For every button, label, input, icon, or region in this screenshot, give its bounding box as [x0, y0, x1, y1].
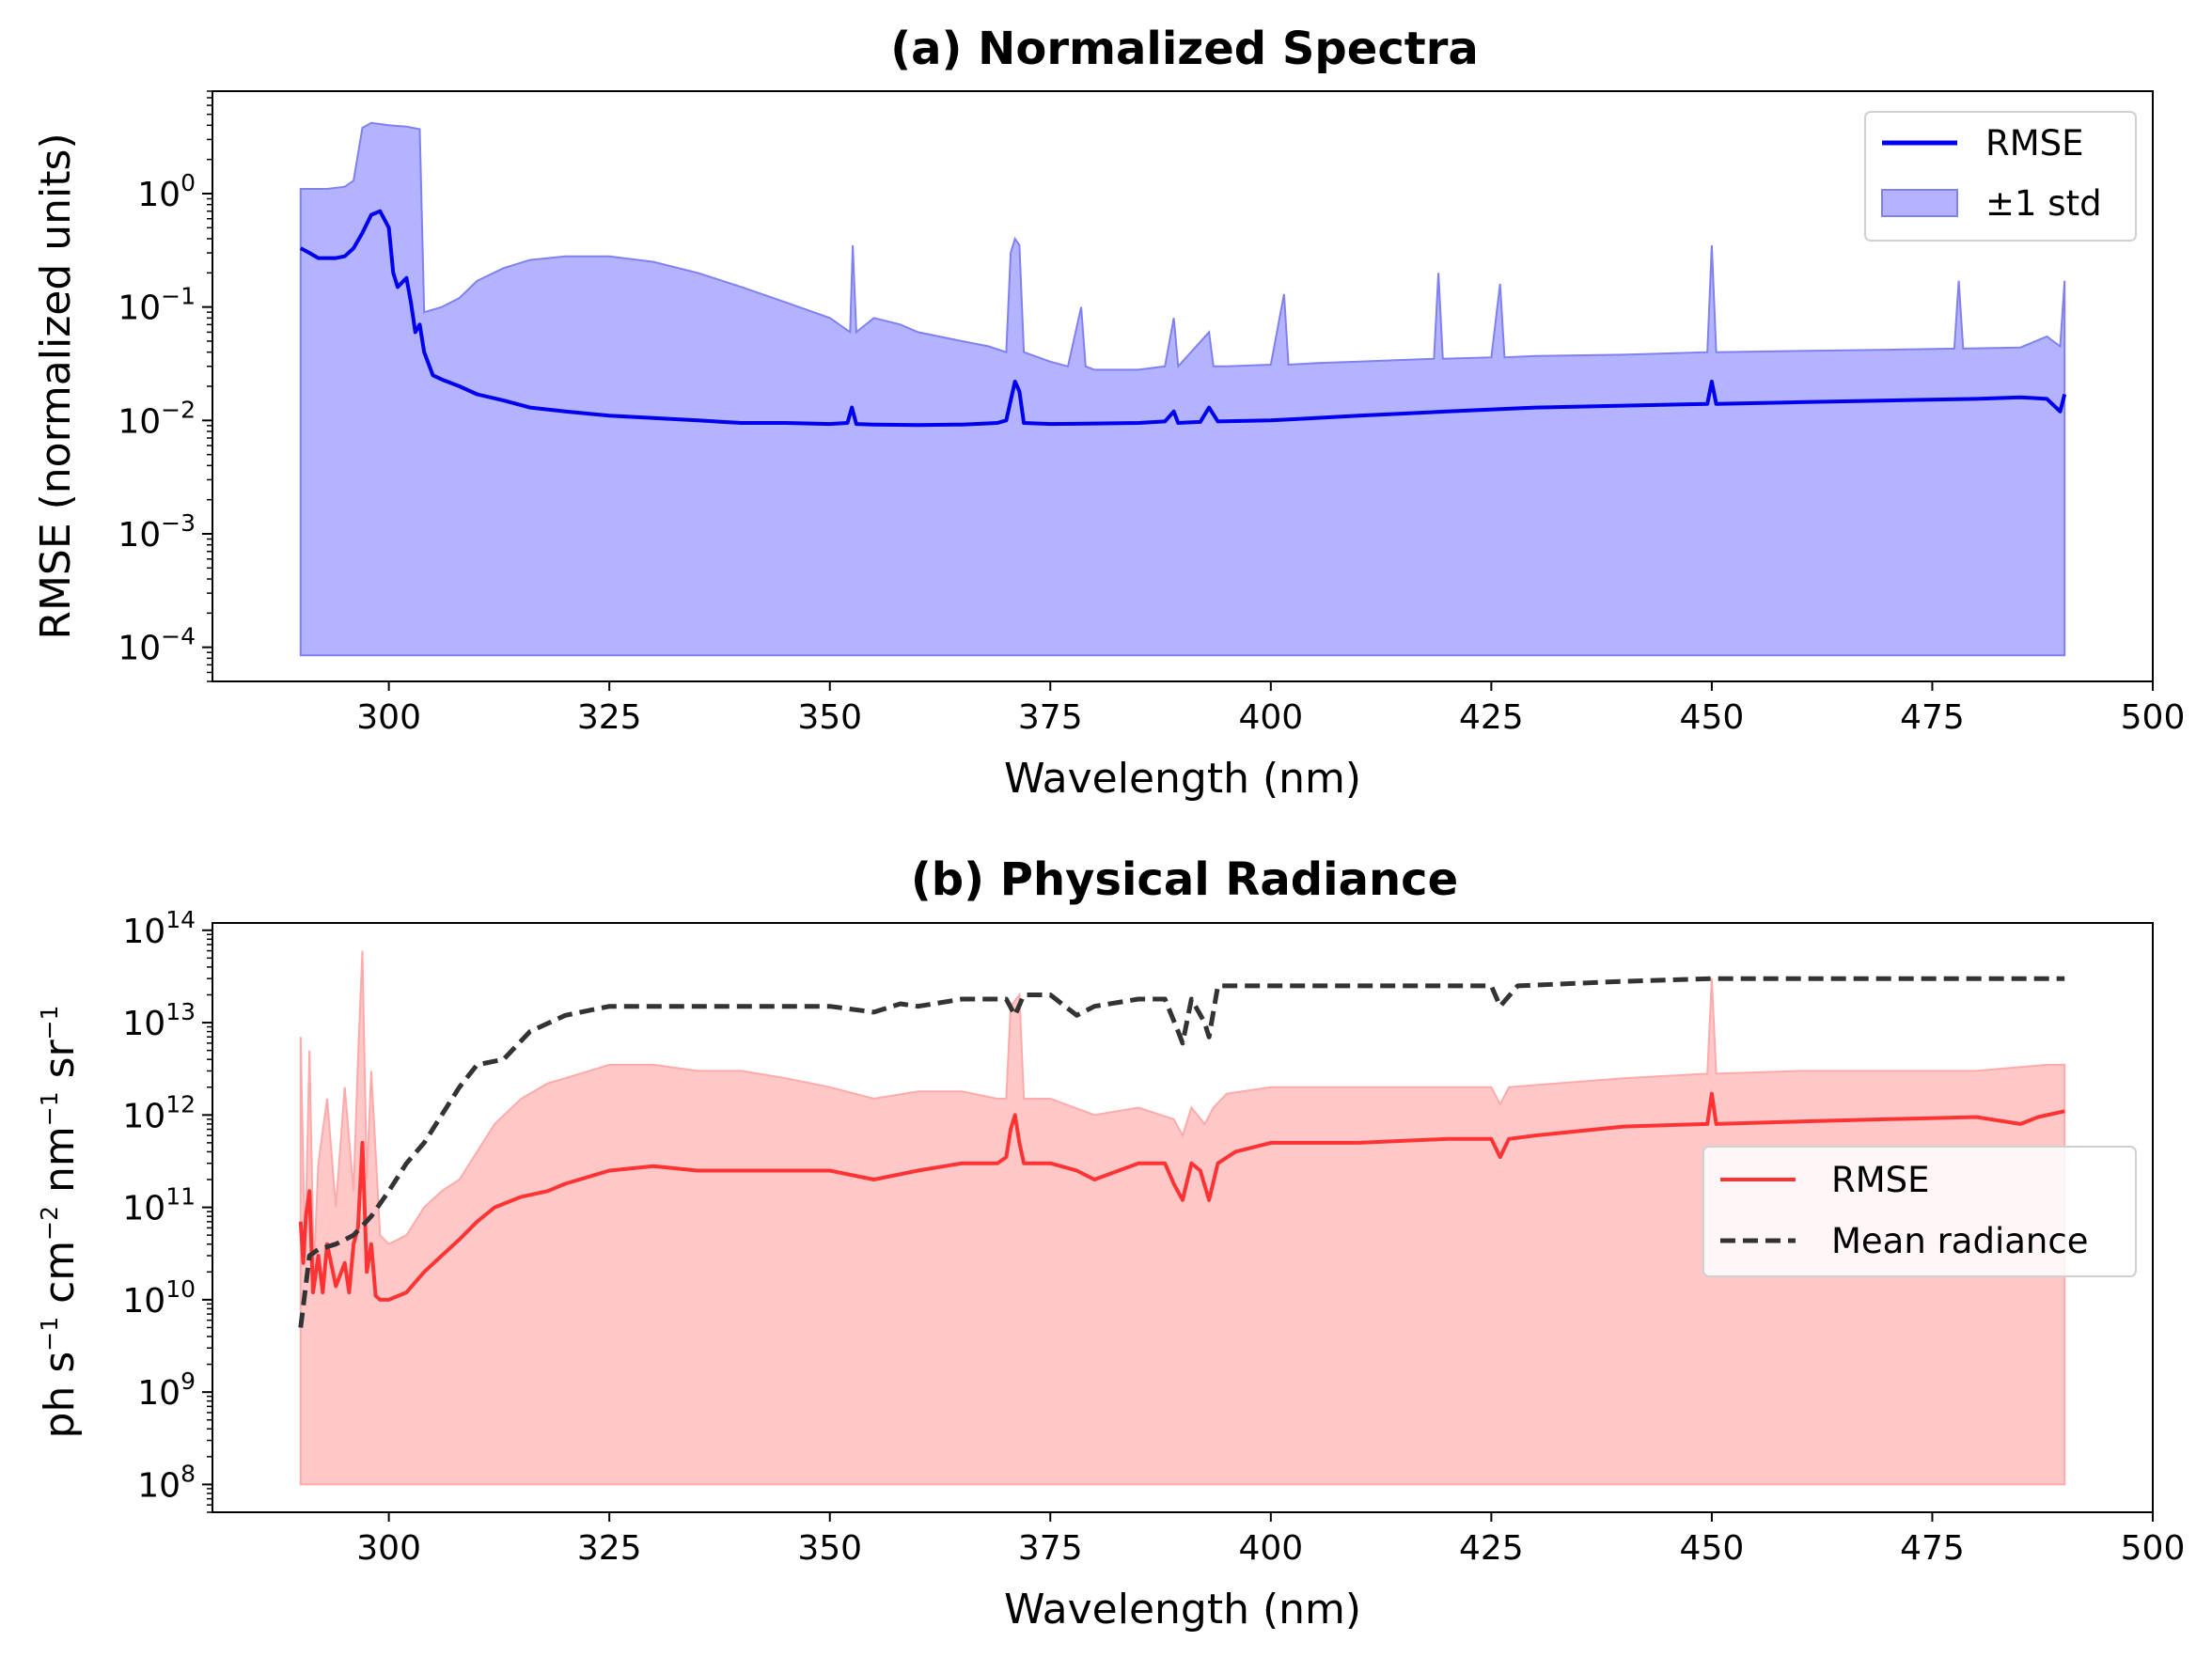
panel-a-x-tick-label: 375: [1018, 698, 1083, 737]
panel-b-x-tick-label: 450: [1680, 1529, 1745, 1568]
panel-b-frame: [212, 922, 2154, 1513]
panel-b-y-ticks: 108 109 1010 1011 1012 1013 1014: [122, 906, 212, 1513]
panel-b-x-tick-label: 425: [1459, 1529, 1524, 1568]
panel-a-y-tick-label: 10−2: [118, 396, 196, 441]
panel-b-x-tick-label: 500: [2121, 1529, 2186, 1568]
panel-b-y-tick-label: 108: [137, 1460, 196, 1505]
panel-a-legend-std-swatch: [1881, 189, 1958, 217]
panel-b: (b) Physical Radiance 300 325 350 375 400 425…: [36, 853, 2185, 1634]
panel-b-legend-box: [1702, 1146, 2137, 1277]
panel-a-y-tick-label: 10−1: [118, 283, 196, 328]
panel-b-y-label-exp-1: −1: [36, 1317, 63, 1352]
panel-b-y-tick-label: 1011: [122, 1183, 196, 1228]
panel-b-legend: RMSE Mean radiance: [1702, 1146, 2137, 1277]
panel-a-y-tick-label: 10−3: [118, 509, 196, 555]
panel-b-y-tick-label: 109: [137, 1368, 196, 1413]
panel-b-x-tick-label: 300: [356, 1529, 421, 1568]
panel-b-y-label-part-1: ph s: [36, 1352, 84, 1439]
panel-a-title: (a) Normalized Spectra: [890, 23, 1479, 75]
panel-b-y-axis-label: ph s−1 cm−2 nm−1 sr−1: [36, 1006, 84, 1439]
panel-b-x-tick-label: 475: [1900, 1529, 1965, 1568]
panel-b-legend-rmse-label: RMSE: [1831, 1160, 1930, 1200]
panel-b-x-ticks: 300 325 350 375 400 425 450 475 500: [356, 1512, 2185, 1568]
panel-b-title: (b) Physical Radiance: [911, 853, 1458, 906]
panel-b-x-axis-label: Wavelength (nm): [1004, 1586, 1361, 1634]
panel-b-y-tick-label: 1010: [122, 1275, 196, 1321]
panel-a-std-band: [299, 121, 2066, 657]
panel-b-y-label-exp-2: −2: [36, 1206, 63, 1241]
panel-b-series-mean-radiance-line: [298, 976, 2065, 1328]
panel-b-y-label-exp-3: −1: [36, 1091, 63, 1126]
panel-b-plot-area: [298, 950, 2066, 1486]
panel-a-x-ticks: 300 325 350 375 400 425 450 475 500: [356, 681, 2185, 737]
panel-b-y-label-part-4: sr: [36, 1039, 84, 1091]
panel-a-x-axis-label: Wavelength (nm): [1004, 755, 1361, 803]
panel-a-y-axis-label: RMSE (normalized units): [32, 133, 80, 639]
panel-a-x-tick-label: 475: [1900, 698, 1965, 737]
panel-a-x-tick-label: 300: [356, 698, 421, 737]
panel-b-legend-mean-label: Mean radiance: [1831, 1221, 2088, 1261]
panel-a-legend: RMSE ±1 std: [1864, 111, 2137, 242]
panel-b-x-tick-label: 350: [797, 1529, 862, 1568]
panel-a: (a) Normalized Spectra 300 325 350 375 400 42…: [32, 23, 2185, 803]
panel-a-legend-rmse-label: RMSE: [1985, 123, 2084, 164]
panel-b-y-label-part-2: cm: [36, 1241, 84, 1317]
panel-a-x-tick-label: 400: [1238, 698, 1303, 737]
panel-b-y-tick-label: 1014: [122, 906, 196, 951]
panel-b-y-tick-label: 1012: [122, 1090, 196, 1135]
panel-b-x-tick-label: 400: [1238, 1529, 1303, 1568]
panel-a-x-tick-label: 325: [577, 698, 642, 737]
panel-b-y-label-exp-4: −1: [36, 1006, 63, 1040]
panel-a-x-tick-label: 500: [2121, 698, 2186, 737]
panel-a-x-tick-label: 350: [797, 698, 862, 737]
panel-b-std-band: [299, 950, 2066, 1486]
panel-a-x-tick-label: 450: [1680, 698, 1745, 737]
panel-b-x-tick-label: 375: [1018, 1529, 1083, 1568]
panel-a-y-ticks: 10−4 10−3 10−2 10−1 100: [118, 90, 212, 682]
panel-a-y-tick-label: 10−4: [118, 623, 196, 668]
panel-a-series-rmse-line: [299, 209, 2067, 428]
panel-a-x-tick-label: 425: [1459, 698, 1524, 737]
panel-a-plot-area: [299, 121, 2067, 657]
panel-b-x-tick-label: 325: [577, 1529, 642, 1568]
panel-b-y-label-part-3: nm: [36, 1126, 84, 1206]
panel-a-y-tick-label: 100: [137, 169, 196, 214]
panel-a-legend-std-label: ±1 std: [1985, 183, 2102, 224]
panel-b-y-tick-label: 1013: [122, 998, 196, 1043]
